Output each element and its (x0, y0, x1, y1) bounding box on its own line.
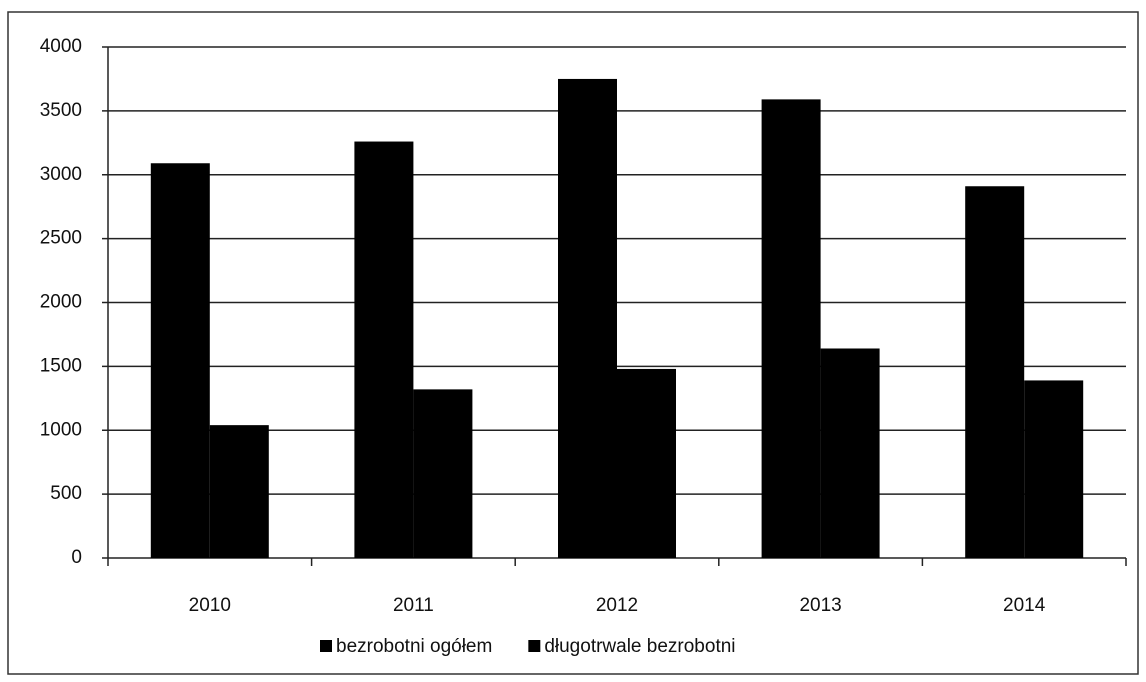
y-tick-label: 500 (50, 483, 82, 504)
y-tick-label: 4000 (40, 36, 82, 57)
bar (1024, 380, 1084, 558)
y-tick-label: 2000 (40, 292, 82, 313)
bar (761, 99, 821, 558)
legend-label: długotrwale bezrobotni (544, 636, 735, 657)
y-tick-label: 1500 (40, 355, 82, 376)
x-tick-label: 2013 (799, 595, 841, 616)
y-tick-label: 2500 (40, 228, 82, 249)
bar (820, 348, 880, 558)
y-tick-label: 3000 (40, 164, 82, 185)
bar (617, 368, 676, 558)
bar (965, 186, 1025, 558)
legend-swatch (528, 640, 541, 652)
chart-border (7, 11, 1139, 675)
y-tick-label: 1000 (40, 419, 82, 440)
bar (209, 425, 269, 558)
x-tick-label: 2012 (596, 595, 638, 616)
x-tick-label: 2014 (1003, 595, 1046, 616)
x-tick-label: 2011 (393, 595, 434, 616)
bar (413, 389, 473, 558)
x-tick-label: 2010 (189, 595, 231, 616)
y-tick-label: 3500 (40, 100, 82, 121)
bar (558, 78, 617, 558)
y-tick-label: 0 (71, 547, 82, 568)
bar (150, 163, 210, 558)
legend-swatch (320, 640, 332, 652)
legend-label: bezrobotni ogółem (336, 636, 492, 657)
bar (354, 141, 414, 558)
